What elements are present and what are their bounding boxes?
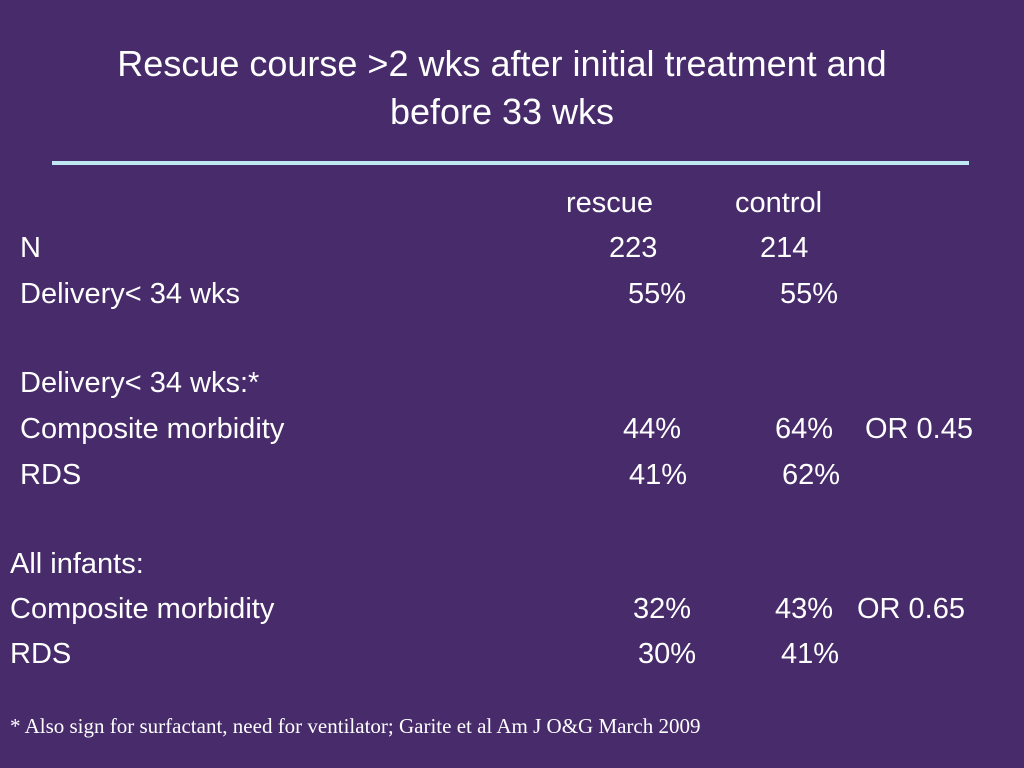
slide-title-line-2: before 33 wks: [389, 91, 615, 132]
header-rescue: rescue: [566, 187, 654, 219]
row-label: Composite morbidity: [10, 593, 275, 625]
header-control: control: [735, 187, 823, 219]
row-label: Composite morbidity: [20, 413, 285, 445]
row-control-value: 55%: [780, 278, 839, 310]
row-rescue-value: 30%: [638, 638, 697, 670]
section-label: All infants:: [10, 548, 144, 580]
row-control-value: 214: [760, 232, 809, 264]
row-control-value: 41%: [781, 638, 840, 670]
row-rescue-value: 55%: [628, 278, 687, 310]
title-divider: [52, 161, 969, 165]
slide-title-line-1: Rescue course >2 wks after initial treat…: [117, 43, 887, 84]
row-label: N: [20, 232, 41, 264]
row-label: Delivery< 34 wks: [20, 278, 240, 310]
row-control-value: 64%: [775, 413, 834, 445]
row-rescue-value: 41%: [629, 459, 688, 491]
row-control-value: 62%: [782, 459, 841, 491]
row-rescue-value: 44%: [623, 413, 682, 445]
row-rescue-value: 32%: [633, 593, 692, 625]
footnote-citation: * Also sign for surfactant, need for ven…: [10, 714, 701, 738]
row-odds-ratio: OR 0.65: [857, 593, 965, 625]
row-control-value: 43%: [775, 593, 834, 625]
row-label: RDS: [20, 459, 82, 491]
row-odds-ratio: OR 0.45: [865, 413, 973, 445]
row-rescue-value: 223: [609, 232, 658, 264]
section-label: Delivery< 34 wks:*: [20, 367, 260, 399]
row-label: RDS: [10, 638, 72, 670]
